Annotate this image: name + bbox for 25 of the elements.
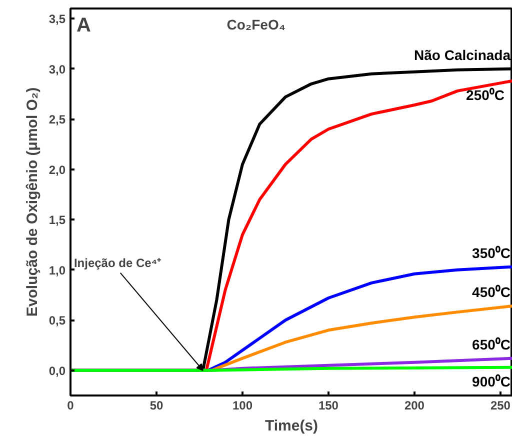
x-axis-title: Time(s) xyxy=(264,418,318,434)
x-tick-label: 200 xyxy=(404,398,425,412)
text: Co₂FeO₄ xyxy=(226,16,286,32)
x-tick-label: 150 xyxy=(318,398,339,412)
series-label: 900⁰C xyxy=(472,373,510,390)
y-tick-label: 2,5 xyxy=(48,112,66,127)
y-tick-label: 1,5 xyxy=(48,213,66,228)
y-tick-label: 3,5 xyxy=(48,12,66,26)
annotation: Injeção de Ce⁴⁺ xyxy=(74,256,162,270)
series-label: 350⁰C xyxy=(472,244,510,261)
series-label: 450⁰C xyxy=(472,284,510,300)
y-tick-label: 1,0 xyxy=(48,263,66,278)
series-label: Não Calcinada xyxy=(414,46,511,63)
annotation: A xyxy=(76,14,91,36)
y-axis-title: Evolução de Oxigênio (μmol O₂) xyxy=(24,87,41,317)
y-tick-label: 3,0 xyxy=(48,62,66,76)
x-tick-label: 250 xyxy=(490,398,511,412)
x-tick-label: 0 xyxy=(67,398,74,412)
y-tick-label: 2,0 xyxy=(48,162,66,177)
series-label: 650⁰C xyxy=(472,336,510,352)
x-tick-label: 100 xyxy=(232,398,253,412)
series-label: 250⁰C xyxy=(466,86,504,103)
y-tick-label: 0,0 xyxy=(48,364,66,378)
x-tick-label: 50 xyxy=(150,398,164,412)
y-tick-label: 0,5 xyxy=(48,314,66,328)
